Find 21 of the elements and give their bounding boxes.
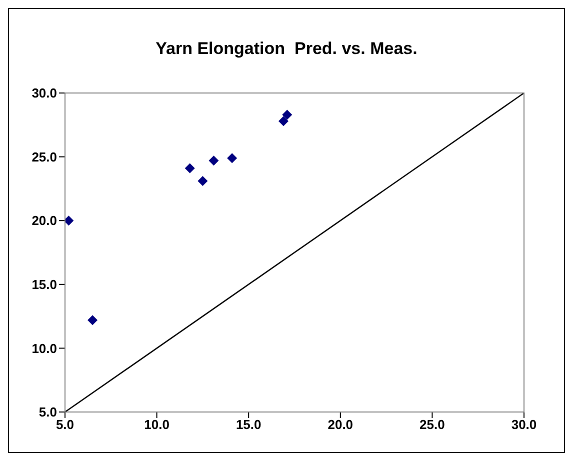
y-tick-label: 15.0 xyxy=(32,277,57,292)
point xyxy=(184,163,195,174)
x-tick-label: 15.0 xyxy=(236,417,262,432)
point xyxy=(282,110,292,120)
point xyxy=(65,216,74,226)
point xyxy=(208,156,219,166)
point xyxy=(88,315,98,326)
y-tick-label: 20.0 xyxy=(32,213,57,228)
point xyxy=(198,176,208,186)
x-tick-label: 5.0 xyxy=(56,417,74,432)
y-tick-label: 25.0 xyxy=(32,149,57,164)
y-tick-label: 10.0 xyxy=(32,340,57,356)
chart-title: Yarn Elongation Pred. vs. Meas. xyxy=(154,39,418,59)
y-tick-label: 30.0 xyxy=(32,86,57,101)
x-tick-label: 30.0 xyxy=(511,417,537,432)
x-tick-label: 10.0 xyxy=(144,417,170,432)
x-tick-label: 20.0 xyxy=(328,417,354,432)
point xyxy=(227,153,238,164)
x-tick-label: 25.0 xyxy=(420,417,445,432)
y-tick-label: 5.0 xyxy=(38,404,57,420)
point xyxy=(278,116,288,126)
